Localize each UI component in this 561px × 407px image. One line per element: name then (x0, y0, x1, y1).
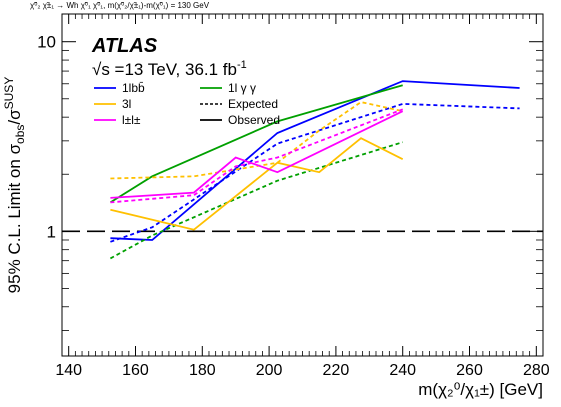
energy-label-main: √s =13 TeV, 36.1 fb (92, 60, 237, 79)
y-axis-label: 95% C.L. Limit on σobs/σSUSY (2, 77, 27, 294)
legend-label: 1l γ γ (228, 81, 256, 95)
series-line-observed (110, 80, 520, 241)
series-line-expected (110, 102, 520, 243)
legend-label: 3l (122, 97, 131, 111)
series-line-expected (109, 141, 403, 260)
series-line-observed (110, 137, 404, 231)
legend-label: 1lbb̄ (122, 81, 145, 95)
x-tick-label: 180 (189, 362, 216, 379)
x-tick-label: 220 (323, 362, 350, 379)
y-tick-label: 1 (47, 222, 56, 241)
energy-label-sup: -1 (237, 59, 247, 71)
energy-label: √s =13 TeV, 36.1 fb-1 (92, 59, 247, 79)
series-line-observed (110, 110, 404, 199)
x-tick-label: 140 (55, 362, 82, 379)
axis-ticks: 140 160 180 200 220 240 260 280 1 10 (37, 14, 550, 379)
y-axis-label-sup: SUSY (2, 77, 16, 110)
y-axis-label-main: 95% C.L. Limit on σ (5, 143, 24, 293)
legend-label: Observed (228, 113, 280, 127)
x-tick-label: 240 (389, 362, 416, 379)
series-line-observed (109, 84, 403, 204)
legend-label: l±l± (122, 113, 141, 127)
legend: 1lbb̄ 1l γ γ 3l Expected l±l± Observed (94, 81, 280, 127)
experiment-label: ATLAS (91, 35, 158, 57)
y-tick-label: 10 (37, 33, 56, 52)
series-layer (109, 80, 520, 260)
process-label: χ̃⁰₂ χ̃±₁ → Wh χ̃⁰₁ χ̃⁰₁, m(χ̃⁰₂/χ̃±₁)-m… (30, 1, 210, 10)
x-axis-label: m(χ₂⁰/χ₁±) [GeV] (418, 380, 543, 399)
y-axis-label-slash: /σ (5, 109, 24, 125)
y-axis-label-sub: obs (13, 125, 27, 144)
x-tick-label: 280 (523, 362, 550, 379)
x-tick-label: 260 (456, 362, 483, 379)
series-line-expected (110, 108, 404, 204)
legend-label: Expected (228, 97, 278, 111)
x-tick-label: 200 (256, 362, 283, 379)
x-tick-label: 160 (122, 362, 149, 379)
